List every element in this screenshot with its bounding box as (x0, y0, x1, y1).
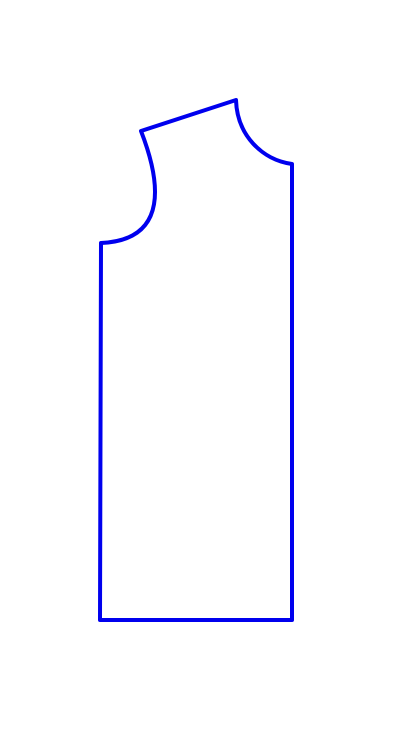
bodice-pattern-outline (98, 98, 294, 622)
